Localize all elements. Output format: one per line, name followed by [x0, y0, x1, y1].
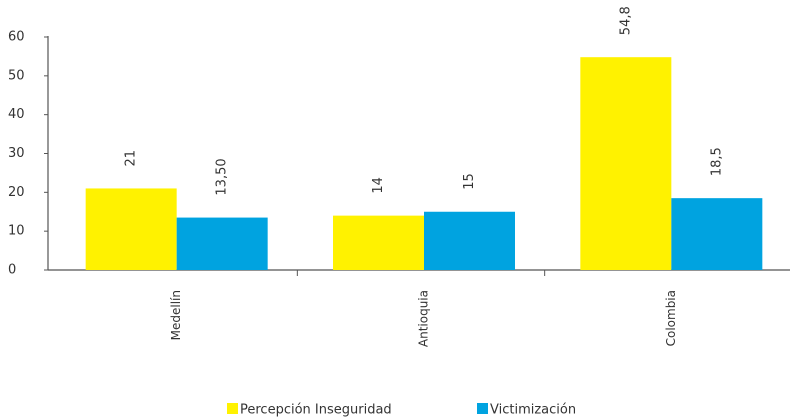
bar	[85, 188, 177, 270]
bar	[176, 217, 268, 270]
bar	[333, 215, 424, 270]
x-tick-label: Colombia	[664, 290, 678, 346]
y-tick-label: 30	[8, 146, 25, 161]
legend-swatch	[227, 403, 238, 414]
bar	[671, 198, 763, 270]
legend-label: Victimización	[490, 403, 576, 418]
bar	[580, 57, 672, 271]
value-label: 14	[371, 177, 386, 194]
legend-label: Percepción Inseguridad	[240, 403, 392, 418]
value-label: 13,50	[215, 158, 230, 195]
bar	[424, 211, 515, 270]
value-label: 18,5	[709, 147, 724, 176]
x-tick-label: Medellín	[169, 290, 183, 340]
y-tick-label: 50	[8, 68, 25, 83]
y-tick-label: 10	[8, 224, 25, 239]
value-label: 15	[462, 173, 477, 190]
value-label: 54,8	[618, 6, 633, 35]
y-tick-label: 0	[8, 263, 16, 278]
y-tick-label: 60	[8, 30, 25, 45]
x-tick-label: Antioquia	[417, 290, 431, 347]
value-label: 21	[124, 150, 139, 167]
y-tick-label: 40	[8, 107, 25, 122]
legend-swatch	[477, 403, 488, 414]
y-tick-label: 20	[8, 185, 25, 200]
